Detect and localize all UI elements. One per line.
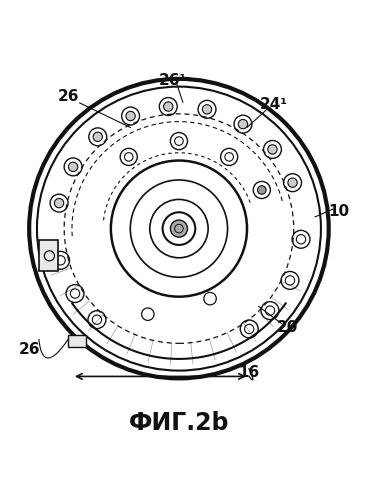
Circle shape xyxy=(258,186,266,194)
Circle shape xyxy=(238,120,248,129)
Text: ФИГ.2b: ФИГ.2b xyxy=(129,411,229,435)
Circle shape xyxy=(164,102,173,111)
Text: 26: 26 xyxy=(18,342,40,356)
FancyBboxPatch shape xyxy=(39,240,58,272)
Text: 10: 10 xyxy=(328,204,349,218)
Circle shape xyxy=(126,112,135,120)
Circle shape xyxy=(54,198,64,208)
Text: 24¹: 24¹ xyxy=(260,96,288,112)
Circle shape xyxy=(170,220,187,237)
Text: 26: 26 xyxy=(57,89,79,104)
Text: 20: 20 xyxy=(277,320,298,336)
Text: 16: 16 xyxy=(238,365,259,380)
Bar xyxy=(68,335,86,347)
Text: 26¹: 26¹ xyxy=(159,74,187,88)
Circle shape xyxy=(202,104,212,114)
Circle shape xyxy=(68,162,78,172)
Circle shape xyxy=(268,145,277,154)
Circle shape xyxy=(288,178,297,188)
Circle shape xyxy=(93,132,102,141)
